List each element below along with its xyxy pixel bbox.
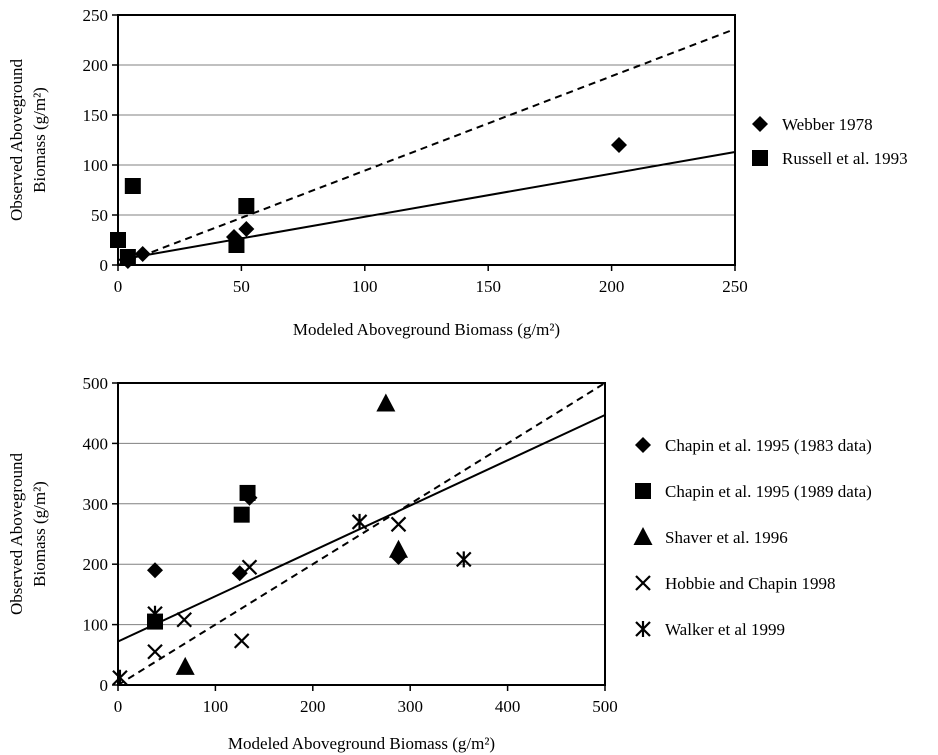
bottom-x-tick-label: 300 <box>397 697 423 716</box>
top-point-diamond <box>611 137 628 153</box>
bottom-y-tick-label: 0 <box>100 676 109 695</box>
bottom-point-asterisk <box>351 513 368 530</box>
bottom-point-square <box>239 484 256 501</box>
top-gridlines <box>118 64 735 216</box>
bottom-legend-marker-triangle <box>633 527 653 545</box>
bottom-legend-marker-asterisk <box>635 621 651 637</box>
bottom-scatter-chart: 0 100 200 300 400 500 0 100 200 300 400 500 Modeled… <box>7 374 872 753</box>
top-x-tick-label: 200 <box>599 277 625 296</box>
top-y-tick-label: 0 <box>100 256 109 275</box>
bottom-legend-label: Walker et al 1999 <box>665 620 785 639</box>
top-fit-lines <box>117 28 736 266</box>
top-data-points <box>110 137 628 269</box>
bottom-point-asterisk <box>112 669 128 686</box>
bottom-regression-line <box>117 414 606 643</box>
top-point-square <box>238 198 255 214</box>
bottom-y-tick-label: 300 <box>83 495 109 514</box>
bottom-point-x <box>241 559 258 575</box>
bottom-y-tick-label: 100 <box>83 616 109 635</box>
top-point-square <box>110 232 126 248</box>
bottom-legend-marker-x <box>635 575 651 591</box>
top-legend: Webber 1978 Russell et al. 1993 <box>752 115 908 168</box>
bottom-y-tick-label: 500 <box>83 374 109 393</box>
bottom-point-x <box>147 644 163 660</box>
top-y-axis-label-line1: Observed Aboveground <box>7 59 26 221</box>
bottom-y-axis-label-line2: Biomass (g/m²) <box>30 481 49 587</box>
top-legend-label: Webber 1978 <box>782 115 873 134</box>
top-axis-ticks: 0 50 100 150 200 250 0 50 100 150 200 250 <box>83 6 748 296</box>
bottom-point-x <box>176 611 193 628</box>
bottom-data-points <box>112 393 472 686</box>
bottom-x-tick-label: 500 <box>592 697 618 716</box>
bottom-legend: Chapin et al. 1995 (1983 data) Chapin et … <box>633 436 872 639</box>
top-x-tick-label: 100 <box>352 277 378 296</box>
top-legend-marker-diamond <box>752 116 768 132</box>
bottom-x-tick-label: 0 <box>114 697 123 716</box>
bottom-axis-ticks: 0 100 200 300 400 500 0 100 200 300 400 500 <box>83 374 618 716</box>
top-point-square <box>228 237 245 253</box>
bottom-x-tick-label: 400 <box>495 697 521 716</box>
top-x-tick-label: 150 <box>475 277 501 296</box>
bottom-x-tick-label: 200 <box>300 697 326 716</box>
bottom-point-asterisk <box>147 605 163 622</box>
top-point-diamond <box>134 246 151 262</box>
top-legend-label: Russell et al. 1993 <box>782 149 908 168</box>
bottom-point-triangle <box>175 656 195 675</box>
bottom-y-axis-label-line1: Observed Aboveground <box>7 453 26 615</box>
bottom-legend-marker-diamond <box>635 437 651 453</box>
top-y-tick-label: 100 <box>83 156 109 175</box>
bottom-y-tick-label: 200 <box>83 555 109 574</box>
top-scatter-chart: 0 50 100 150 200 250 0 50 100 150 200 250 Modeled A… <box>7 6 908 339</box>
bottom-one-to-one-line <box>117 382 606 686</box>
bottom-point-x <box>390 516 407 533</box>
bottom-point-asterisk <box>455 551 472 568</box>
top-point-diamond <box>238 221 255 237</box>
bottom-plot-frame <box>117 382 606 686</box>
top-x-tick-label: 0 <box>114 277 123 296</box>
bottom-point-triangle <box>389 539 409 558</box>
bottom-point-diamond <box>231 565 248 582</box>
bottom-legend-marker-square <box>635 483 651 499</box>
bottom-legend-label: Chapin et al. 1995 (1983 data) <box>665 436 872 455</box>
top-one-to-one-line <box>117 28 736 266</box>
bottom-legend-label: Hobbie and Chapin 1998 <box>665 574 835 593</box>
top-y-tick-label: 50 <box>91 206 108 225</box>
bottom-legend-label: Chapin et al. 1995 (1989 data) <box>665 482 872 501</box>
bottom-y-tick-label: 400 <box>83 434 109 453</box>
bottom-point-square <box>233 506 250 523</box>
top-plot-frame <box>117 14 736 266</box>
top-x-tick-label: 250 <box>722 277 748 296</box>
top-y-axis-label-line2: Biomass (g/m²) <box>30 87 49 193</box>
bottom-point-x <box>233 633 250 649</box>
top-x-axis-label: Modeled Aboveground Biomass (g/m²) <box>293 320 560 339</box>
top-regression-line <box>117 151 736 261</box>
bottom-x-tick-label: 100 <box>203 697 229 716</box>
bottom-fit-lines <box>117 382 606 686</box>
bottom-x-axis-label: Modeled Aboveground Biomass (g/m²) <box>228 734 495 753</box>
top-x-tick-label: 50 <box>233 277 250 296</box>
bottom-legend-label: Shaver et al. 1996 <box>665 528 788 547</box>
top-y-tick-label: 200 <box>83 56 109 75</box>
bottom-gridlines <box>118 442 605 626</box>
top-y-tick-label: 250 <box>83 6 109 25</box>
top-point-square <box>124 178 141 194</box>
bottom-point-triangle <box>376 393 396 412</box>
top-legend-marker-square <box>752 150 768 166</box>
bottom-point-diamond <box>147 562 164 579</box>
top-point-square <box>119 249 136 265</box>
top-y-tick-label: 150 <box>83 106 109 125</box>
